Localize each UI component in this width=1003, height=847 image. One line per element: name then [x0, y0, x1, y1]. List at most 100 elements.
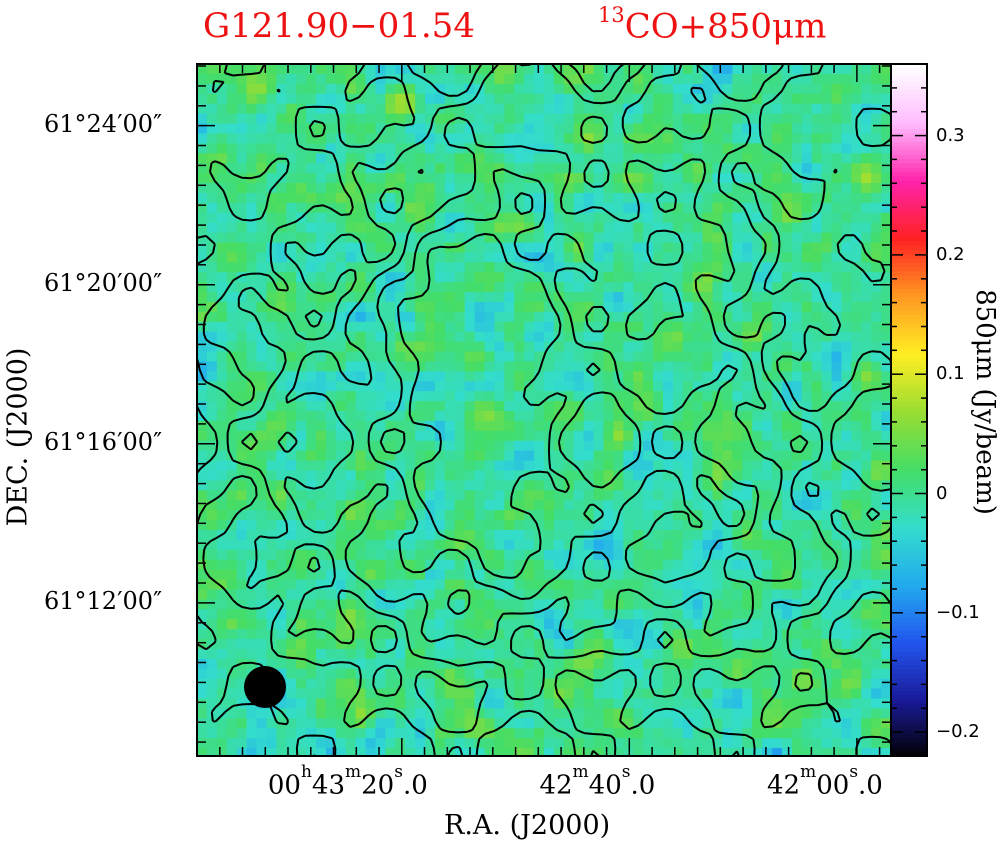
heatmap-cell — [613, 698, 624, 710]
heatmap-cell — [791, 272, 803, 283]
heatmap-cell — [484, 262, 496, 273]
heatmap-cell — [514, 629, 525, 640]
heatmap-cell — [296, 123, 307, 134]
heatmap-cell — [276, 292, 287, 303]
heatmap-cell — [672, 73, 684, 85]
heatmap-cell — [484, 490, 496, 501]
heatmap-cell — [494, 242, 505, 253]
heatmap-cell — [732, 301, 743, 313]
heatmap-cell — [662, 738, 674, 749]
heatmap-cell — [603, 202, 614, 214]
heatmap-cell — [781, 549, 793, 561]
heatmap-cell — [415, 549, 426, 561]
heatmap-cell — [425, 252, 436, 263]
heatmap-cell — [315, 411, 327, 422]
heatmap-cell — [375, 490, 386, 501]
heatmap-cell — [256, 589, 267, 600]
heatmap-cell — [236, 500, 248, 511]
heatmap-cell — [732, 490, 743, 501]
heatmap-cell — [662, 292, 674, 303]
heatmap-cell — [563, 728, 575, 739]
heatmap-cell — [236, 292, 248, 303]
heatmap-cell — [563, 301, 575, 313]
heatmap-cell — [415, 361, 426, 372]
heatmap-cell — [434, 579, 446, 591]
heatmap-cell — [484, 678, 496, 690]
heatmap-cell — [256, 450, 267, 462]
heatmap-cell — [514, 480, 525, 491]
heatmap-cell — [315, 173, 327, 184]
heatmap-cell — [623, 430, 634, 442]
heatmap-cell — [484, 668, 496, 680]
heatmap-cell — [573, 500, 585, 511]
heatmap-cell — [563, 569, 575, 581]
heatmap-cell — [524, 321, 535, 333]
heatmap-cell — [226, 529, 238, 541]
heatmap-cell — [365, 242, 377, 253]
heatmap-cell — [544, 64, 555, 75]
heatmap-cell — [226, 639, 238, 650]
heatmap-cell — [395, 123, 406, 134]
heatmap-cell — [871, 252, 882, 263]
heatmap-cell — [603, 153, 614, 164]
heatmap-cell — [474, 619, 486, 630]
heatmap-cell — [197, 64, 208, 75]
heatmap-cell — [266, 361, 277, 372]
heatmap-cell — [722, 232, 733, 244]
heatmap-cell — [524, 83, 535, 95]
heatmap-cell — [613, 212, 624, 224]
heatmap-cell — [494, 381, 505, 392]
heatmap-cell — [623, 698, 634, 710]
heatmap-cell — [613, 192, 624, 204]
heatmap-cell — [791, 381, 803, 392]
heatmap-cell — [841, 391, 852, 402]
heatmap-cell — [851, 192, 862, 204]
heatmap-cell — [425, 331, 436, 343]
heatmap-cell — [395, 143, 406, 154]
heatmap-cell — [355, 569, 367, 581]
heatmap-cell — [454, 599, 466, 610]
heatmap-cell — [524, 579, 535, 591]
heatmap-cell — [306, 93, 317, 105]
heatmap-cell — [841, 490, 852, 501]
heatmap-cell — [544, 529, 555, 541]
heatmap-cell — [365, 202, 377, 214]
heatmap-cell — [772, 589, 783, 600]
heatmap-cell — [236, 123, 248, 134]
heatmap-cell — [573, 411, 585, 422]
heatmap-cell — [544, 73, 555, 85]
heatmap-cell — [682, 440, 694, 452]
heatmap-cell — [355, 579, 367, 591]
heatmap-cell — [405, 282, 416, 293]
heatmap-cell — [742, 93, 753, 105]
heatmap-cell — [712, 718, 724, 729]
heatmap-cell — [871, 192, 882, 204]
heatmap-cell — [722, 83, 733, 95]
heatmap-cell — [801, 688, 813, 700]
heatmap-cell — [286, 401, 297, 412]
heatmap-cell — [851, 589, 862, 600]
heatmap-cell — [831, 212, 843, 224]
heatmap-cell — [672, 589, 684, 600]
heatmap-cell — [524, 450, 535, 462]
heatmap-cell — [712, 173, 724, 184]
heatmap-cell — [772, 599, 783, 610]
heatmap-cell — [762, 133, 773, 144]
heatmap-cell — [821, 619, 833, 630]
heatmap-cell — [484, 341, 496, 353]
heatmap-cell — [662, 708, 674, 719]
heatmap-cell — [365, 599, 377, 610]
heatmap-cell — [434, 639, 446, 650]
heatmap-cell — [762, 173, 773, 184]
heatmap-cell — [246, 292, 258, 303]
heatmap-cell — [425, 658, 436, 670]
heatmap-cell — [256, 559, 267, 571]
heatmap-cell — [613, 658, 624, 670]
heatmap-cell — [246, 93, 258, 105]
heatmap-cell — [474, 668, 486, 680]
heatmap-cell — [881, 559, 891, 571]
heatmap-cell — [672, 609, 684, 620]
heatmap-cell — [692, 450, 704, 462]
heatmap-cell — [871, 391, 882, 402]
heatmap-cell — [881, 381, 891, 392]
